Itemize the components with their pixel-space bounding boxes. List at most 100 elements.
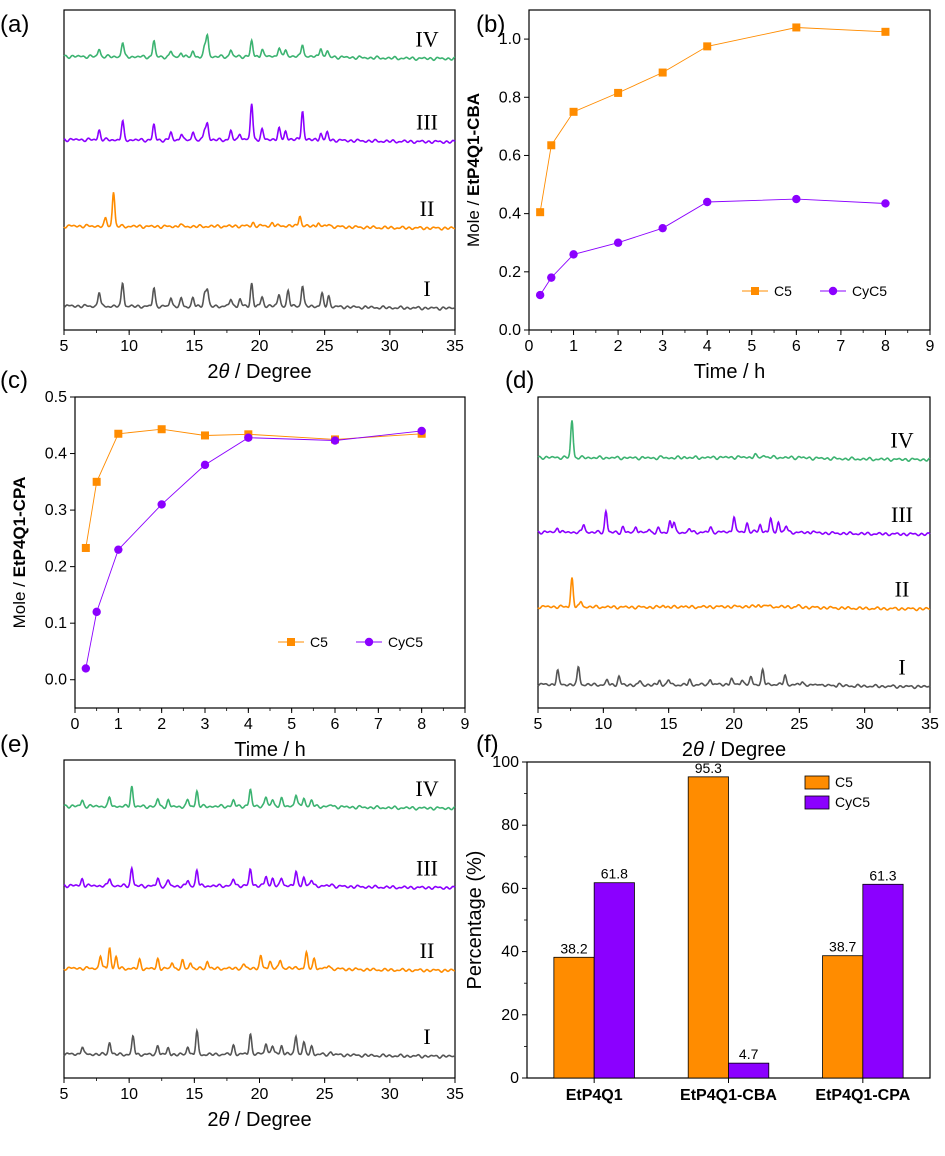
y-tick-label: 0.8 (499, 89, 521, 106)
x-tick-label: 5 (60, 1086, 69, 1103)
x-tick-label: 20 (251, 338, 269, 355)
y-tick-label: 0.0 (499, 322, 521, 339)
xrd-trace (63, 103, 456, 145)
x-tick-label: 25 (316, 1086, 334, 1103)
x-tick-label: 1 (569, 338, 578, 355)
trace-label: II (895, 577, 910, 602)
series-line (85, 430, 422, 669)
data-point (792, 23, 801, 32)
data-point (417, 426, 426, 436)
plot-frame (537, 396, 931, 709)
x-axis-label: Time / h (694, 361, 766, 383)
x-tick-label: 7 (836, 338, 845, 355)
bar-value-label: 4.7 (739, 1046, 759, 1062)
x-tick-label: 2 (157, 716, 166, 733)
x-tick-label: 25 (316, 338, 334, 355)
trace-label: III (416, 856, 438, 881)
legend-swatch (804, 795, 830, 810)
panel-f: 0 20 40 60 80 100 38.2 61.8 EtP4Q1 95.3 4.7 EtP4Q1-… (464, 731, 931, 1104)
xrd-trace (63, 865, 456, 890)
y-tick-label: 0.5 (45, 389, 67, 406)
series-line (539, 27, 886, 213)
trace-label: III (416, 110, 438, 135)
data-point (157, 425, 166, 434)
y-tick-label: 0.4 (499, 206, 521, 223)
data-point (81, 664, 91, 673)
legend-label: CyC5 (388, 634, 423, 650)
y-tick-label: 1.0 (499, 31, 521, 48)
xrd-trace (63, 281, 456, 311)
y-axis-label: Percentage (%) (464, 851, 486, 990)
category-label: EtP4Q1-CBA (680, 1087, 777, 1104)
y-tick-label: 0.0 (45, 672, 67, 689)
x-tick-label: 35 (446, 338, 464, 355)
bar (862, 883, 904, 1079)
data-point (114, 429, 123, 438)
data-point (200, 460, 210, 470)
y-axis-label: Mole / EtP4Q1-CBA (464, 93, 483, 247)
bar (553, 956, 595, 1079)
x-tick-label: 30 (381, 338, 399, 355)
category-label: EtP4Q1 (566, 1087, 623, 1104)
x-tick-label: 5 (287, 716, 296, 733)
x-tick-label: 6 (331, 716, 340, 733)
x-tick-label: 15 (660, 716, 678, 733)
legend-marker (364, 637, 374, 647)
panel-b: 0 1 2 3 4 5 6 7 8 9 0.0 0.2 0.4 0.6 0.8 1.0 C5 CyC5 Time /… (464, 9, 935, 383)
data-point (703, 197, 712, 207)
data-point (92, 607, 101, 617)
y-tick-label: 0.2 (499, 264, 521, 281)
xrd-trace (63, 32, 456, 62)
x-tick-label: 10 (120, 1086, 138, 1103)
bar-value-label: 61.3 (869, 867, 896, 883)
x-tick-label: 9 (926, 338, 935, 355)
x-tick-label: 8 (417, 716, 426, 733)
x-tick-label: 1 (114, 716, 123, 733)
panel-c: 0 1 2 3 4 5 6 7 8 9 0.0 0.1 0.2 0.3 0.4 0.5 C5 CyC5 Time /… (0, 367, 470, 761)
xrd-trace (537, 577, 931, 612)
data-point (535, 290, 545, 300)
legend-label: C5 (774, 283, 792, 299)
x-tick-label: 3 (658, 338, 667, 355)
panel-label: (c) (0, 367, 28, 394)
trace-label: I (423, 1024, 430, 1049)
panel-label: (d) (505, 367, 534, 394)
x-tick-label: 3 (201, 716, 210, 733)
trace-label: IV (890, 427, 913, 452)
y-tick-label: 0.1 (45, 615, 67, 632)
x-tick-label: 0 (525, 338, 534, 355)
x-tick-label: 5 (534, 716, 543, 733)
xrd-trace (537, 508, 931, 537)
x-tick-label: 2 (614, 338, 623, 355)
x-tick-label: 4 (703, 338, 712, 355)
series-line (539, 198, 886, 296)
xrd-trace (537, 420, 931, 463)
legend-label: CyC5 (835, 794, 870, 810)
x-axis-label: 2θ / Degree (682, 739, 786, 761)
y-tick-label: 100 (492, 754, 519, 771)
bar (593, 882, 635, 1079)
legend-label: CyC5 (852, 283, 887, 299)
trace-label: I (423, 276, 430, 301)
trace-label: I (898, 654, 905, 679)
x-tick-label: 30 (856, 716, 874, 733)
x-tick-label: 5 (60, 338, 69, 355)
bar (687, 776, 729, 1079)
x-axis-label: 2θ / Degree (207, 361, 311, 383)
y-tick-label: 0.3 (45, 502, 67, 519)
data-point (569, 107, 578, 116)
y-tick-label: 40 (501, 944, 519, 961)
data-point (114, 545, 123, 554)
xrd-trace (537, 665, 931, 690)
data-point (569, 250, 578, 259)
data-point (157, 500, 166, 509)
data-point (881, 199, 890, 208)
bar (728, 1062, 770, 1079)
data-point (536, 208, 545, 217)
y-tick-label: 60 (501, 880, 519, 897)
x-tick-label: 15 (185, 338, 203, 355)
bar-value-label: 38.7 (829, 939, 856, 955)
legend-swatch (804, 775, 830, 790)
x-tick-label: 35 (446, 1086, 464, 1103)
legend-label: C5 (835, 774, 853, 790)
